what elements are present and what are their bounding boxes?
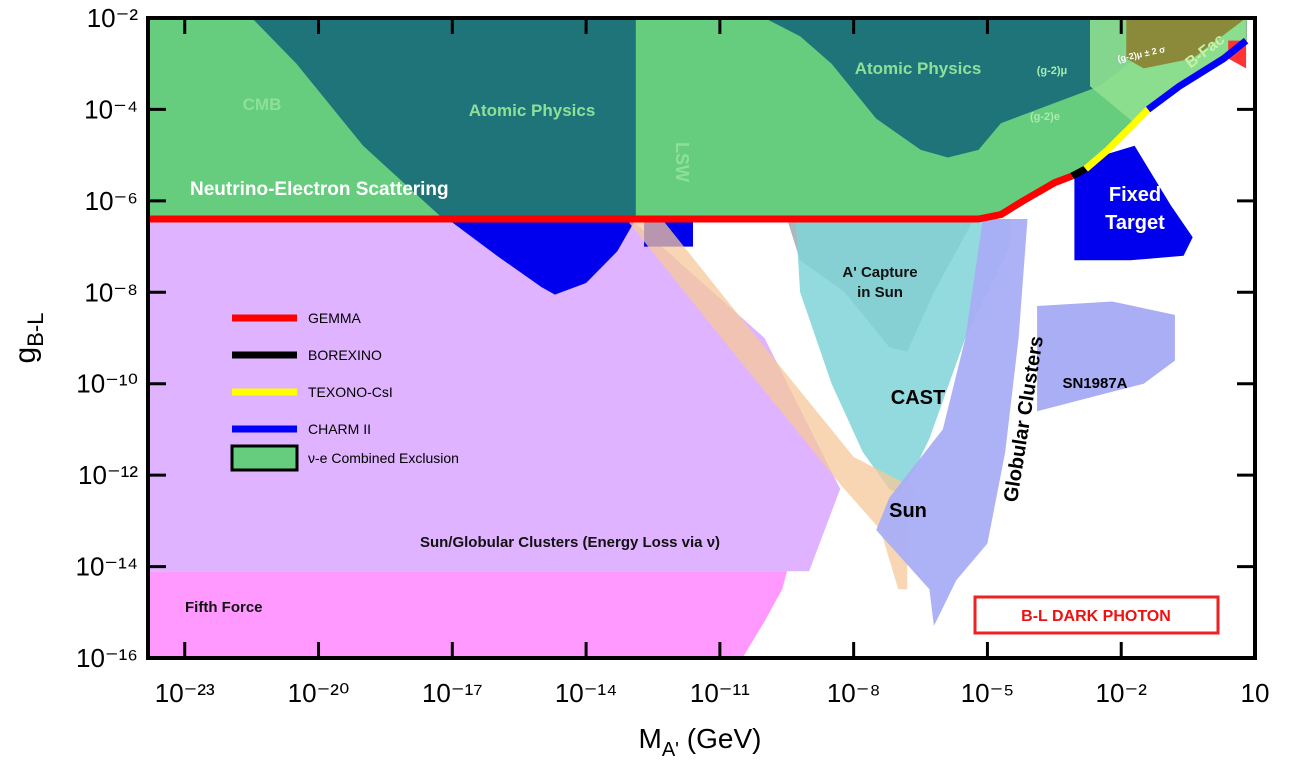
x-tick-label: 10⁻¹⁷ <box>422 678 483 708</box>
legend-label: TEXONO-CsI <box>308 384 393 400</box>
x-tick-label: 10⁻¹¹ <box>690 678 750 708</box>
annotation: (g-2)μ <box>1037 65 1068 77</box>
y-tick-label: 10⁻⁶ <box>85 186 138 216</box>
legend-label: GEMMA <box>308 310 362 326</box>
legend-label: ν-e Combined Exclusion <box>308 450 459 466</box>
limit-line <box>1070 165 1088 180</box>
x-tick-label: 10⁻²³ <box>155 678 215 708</box>
annotation: SN1987A <box>1062 375 1127 392</box>
annotation: CMB <box>243 95 282 114</box>
exclusion-region <box>1037 301 1175 412</box>
y-tick-label: 10⁻¹⁰ <box>76 369 138 399</box>
x-tick-label: 10⁻¹⁴ <box>555 678 617 708</box>
x-label-sub: A' <box>662 739 679 761</box>
limit-line <box>1146 37 1249 113</box>
annotation: Fifth Force <box>185 599 263 616</box>
annotation: Fixed <box>1109 184 1161 206</box>
exclusion-region <box>795 219 1010 494</box>
annotation: Sun/Globular Clusters (Energy Loss via ν… <box>420 534 720 551</box>
y-axis-label: gB-L <box>9 313 48 364</box>
annotation: A' Capture <box>842 264 917 281</box>
legend-swatch <box>230 444 299 472</box>
annotation: in Sun <box>857 284 903 301</box>
annotation: Target <box>1105 212 1165 234</box>
badge-box <box>973 595 1220 635</box>
exclusion-region <box>148 219 841 572</box>
exclusion-region <box>148 571 787 658</box>
limit-line <box>148 172 1074 223</box>
y-tick-label: 10⁻¹⁶ <box>76 643 138 673</box>
y-tick-label: 10⁻¹² <box>78 460 138 490</box>
exclusion-region <box>251 18 636 219</box>
y-label-main: g <box>9 347 42 364</box>
annotation: CAST <box>891 387 945 409</box>
y-tick-label: 10⁻⁴ <box>84 94 138 124</box>
annotation: LSW <box>672 142 692 182</box>
x-axis-label: MA' (GeV) <box>639 723 762 761</box>
exclusion-region <box>876 219 1028 626</box>
y-tick-label: 10⁻² <box>87 3 139 33</box>
exclusion-region <box>1074 145 1193 261</box>
y-tick-label: 10⁻¹⁴ <box>76 552 138 582</box>
plot-area <box>148 18 1249 658</box>
y-label-sub: B-L <box>23 313 48 347</box>
exclusion-region <box>447 219 636 295</box>
exclusion-region <box>764 18 1153 158</box>
annotation: (g-2)e <box>1030 111 1060 123</box>
y-tick-label: 10⁻⁸ <box>84 277 138 307</box>
x-tick-label: 10⁻²⁰ <box>288 678 350 708</box>
x-label-main: M <box>639 723 662 754</box>
annotation: Neutrino-Electron Scattering <box>190 179 449 200</box>
x-tick-label: 10⁻⁵ <box>961 678 1014 708</box>
annotation: B-L DARK PHOTON <box>1021 608 1171 625</box>
legend-label: CHARM II <box>308 421 371 437</box>
x-label-unit: (GeV) <box>679 723 761 754</box>
legend-label: BOREXINO <box>308 347 382 363</box>
annotation: Atomic Physics <box>469 101 596 120</box>
plot-frame <box>146 16 1257 660</box>
x-tick-label: 10⁻⁸ <box>827 678 881 708</box>
limit-line <box>1083 106 1151 172</box>
x-tick-label: 10 <box>1241 678 1270 708</box>
annotation: Atomic Physics <box>855 59 982 78</box>
annotation: Sun <box>889 500 927 522</box>
x-tick-label: 10⁻² <box>1096 678 1148 708</box>
exclusion-region <box>1126 18 1247 69</box>
